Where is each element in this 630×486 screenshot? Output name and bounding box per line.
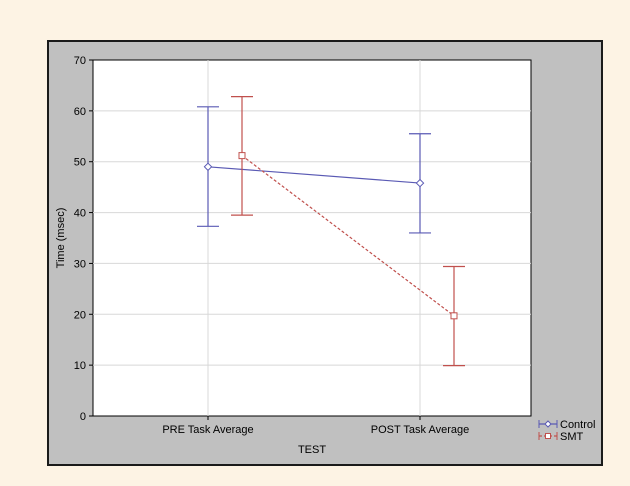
y-tick-label: 60 — [74, 106, 86, 118]
legend-item-smt: SMT — [538, 431, 584, 443]
series-control — [197, 106, 431, 234]
legend-marker — [544, 420, 552, 428]
plot-area — [92, 59, 532, 417]
legend-label: Control — [560, 419, 595, 431]
x-axis-label: TEST — [298, 444, 326, 456]
y-axis: 0 10 20 30 40 50 60 70 — [74, 55, 93, 423]
y-tick-label: 30 — [74, 258, 86, 270]
y-axis-label: Time (msec) — [55, 208, 67, 269]
y-tick-label: 10 — [74, 360, 86, 372]
data-point — [415, 178, 425, 188]
legend-item-control: Control — [538, 419, 595, 431]
series-line — [207, 166, 421, 184]
chart: 0 10 20 30 40 50 60 70 PRE Task Average POST Tas… — [55, 55, 595, 456]
data-point — [203, 162, 213, 172]
legend-marker — [545, 433, 551, 439]
data-point — [238, 152, 246, 160]
y-tick-label: 20 — [74, 309, 86, 321]
y-tick-label: 40 — [74, 208, 86, 220]
chart-frame: 0 10 20 30 40 50 60 70 PRE Task Average POST Tas… — [47, 40, 603, 466]
y-tick-label: 50 — [74, 157, 86, 169]
data-point — [450, 312, 458, 320]
series-layer — [197, 96, 465, 367]
y-tick-label: 0 — [80, 411, 86, 423]
legend-label: SMT — [560, 431, 584, 443]
series-line — [241, 155, 455, 317]
x-tick-label: POST Task Average — [371, 424, 469, 436]
x-tick-label: PRE Task Average — [162, 424, 253, 436]
series-smt — [231, 96, 465, 367]
y-tick-label: 70 — [74, 55, 86, 67]
x-axis: PRE Task Average POST Task Average — [162, 416, 469, 436]
